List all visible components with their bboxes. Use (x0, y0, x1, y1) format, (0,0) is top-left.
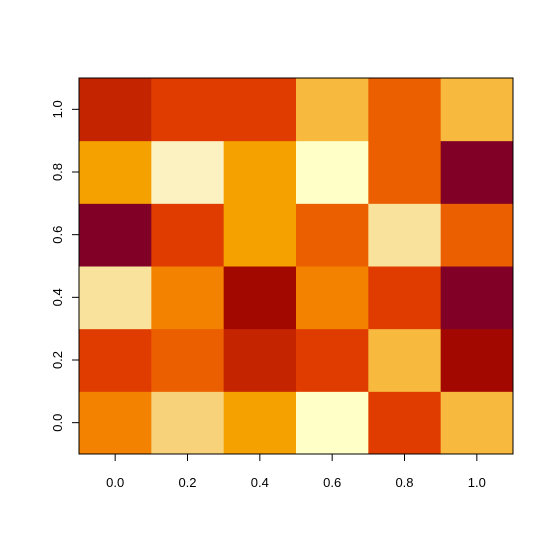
y-tick-label: 0.8 (50, 163, 65, 181)
heatmap-cell (79, 391, 152, 455)
heatmap-cell (296, 140, 369, 204)
heatmap-cell (368, 328, 442, 392)
heatmap-cell (368, 391, 442, 455)
heatmap-cell (440, 78, 514, 142)
y-tick-label: 1.0 (50, 100, 65, 118)
x-axis: 0.0 0.2 0.4 0.6 0.8 1.0 (106, 453, 486, 490)
heatmap-cell (79, 203, 152, 267)
heatmap-cell (368, 140, 442, 204)
heatmap-cell (223, 266, 297, 330)
heatmap-cell (440, 391, 514, 455)
x-tick-label: 0.2 (178, 475, 196, 490)
x-tick-label: 0.6 (323, 475, 341, 490)
heatmap-cell (440, 266, 514, 330)
heatmap-cell (368, 266, 442, 330)
heatmap-cell (296, 328, 369, 392)
heatmap-cell (79, 266, 152, 330)
heatmap-cell (296, 78, 369, 142)
x-tick-label: 0.0 (106, 475, 124, 490)
heatmap-cell (223, 140, 297, 204)
heatmap-cell (440, 203, 514, 267)
heatmap-cell (368, 78, 442, 142)
heatmap-cell (368, 203, 442, 267)
y-axis: 0.0 0.2 0.4 0.6 0.8 1.0 (50, 100, 80, 432)
y-tick-label: 0.4 (50, 288, 65, 306)
x-tick-label: 1.0 (468, 475, 486, 490)
x-tick-label: 0.4 (251, 475, 269, 490)
heatmap-cell (151, 266, 225, 330)
heatmap-cell (79, 140, 152, 204)
heatmap-cell (296, 391, 369, 455)
heatmap-cells (79, 78, 514, 455)
heatmap-cell (440, 140, 514, 204)
heatmap-cell (223, 203, 297, 267)
heatmap-cell (223, 391, 297, 455)
heatmap-cell (151, 328, 225, 392)
heatmap-cell (151, 391, 225, 455)
y-tick-label: 0.6 (50, 226, 65, 244)
heatmap-cell (296, 203, 369, 267)
x-tick-label: 0.8 (395, 475, 413, 490)
heatmap-cell (151, 140, 225, 204)
y-tick-label: 0.2 (50, 351, 65, 369)
heatmap-cell (223, 328, 297, 392)
heatmap-cell (440, 328, 514, 392)
heatmap-cell (79, 328, 152, 392)
heatmap-cell (151, 203, 225, 267)
y-tick-label: 0.0 (50, 414, 65, 432)
heatmap-cell (296, 266, 369, 330)
heatmap-cell (223, 78, 297, 142)
heatmap-cell (79, 78, 152, 142)
heatmap-cell (151, 78, 225, 142)
